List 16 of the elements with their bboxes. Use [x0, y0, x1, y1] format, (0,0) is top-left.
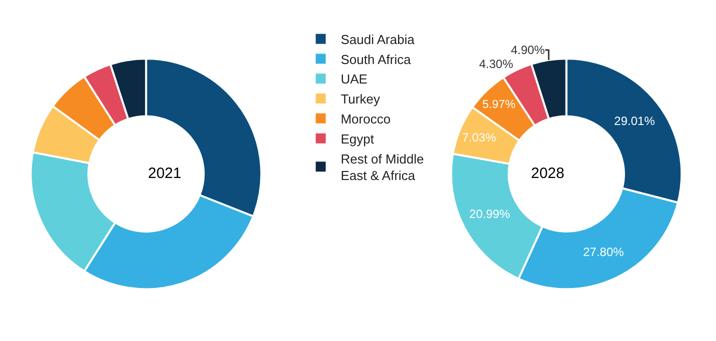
data-label: 4.90% — [510, 43, 546, 58]
data-label: 4.30% — [479, 57, 514, 72]
data-label: 7.03% — [462, 130, 496, 144]
legend-label: Morocco — [340, 111, 391, 126]
data-label: 27.80% — [583, 244, 624, 259]
legend-label: Saudi Arabia — [340, 32, 416, 47]
data-label: 5.97% — [482, 98, 516, 111]
legend-label: Rest of Middle East & Africa — [340, 151, 424, 184]
legend-label: Egypt — [340, 131, 374, 146]
legend-label: South Africa — [340, 52, 412, 67]
legend-label: Turkey — [340, 92, 380, 107]
slice-label: 2028 — [531, 165, 564, 182]
data-label: 29.01% — [614, 114, 656, 128]
legend-label: UAE — [340, 72, 368, 87]
data-label: 20.99% — [469, 207, 510, 222]
slice-label: 2021 — [148, 165, 182, 182]
